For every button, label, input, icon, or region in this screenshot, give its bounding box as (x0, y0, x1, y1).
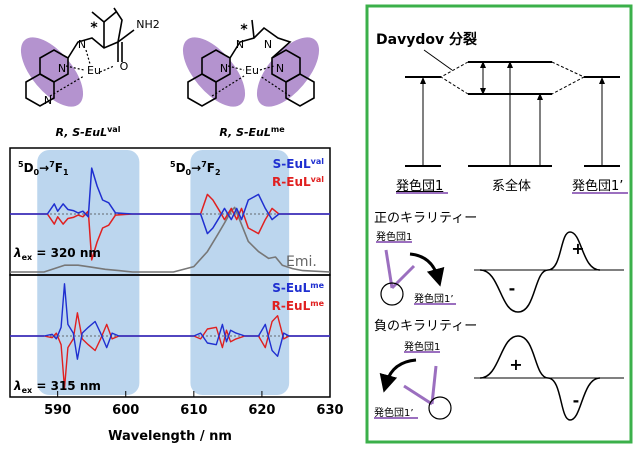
spectrum-chart: 590 600 610 620 630 5D0→7F1 5D0→7F2 S-EuLval… (9, 147, 344, 444)
title-pointer (423, 49, 453, 71)
chiral-mark-1: * (90, 20, 98, 36)
legend-s-val: S-EuLval (273, 157, 325, 171)
label-chromophore1p: 発色団1’ (572, 178, 623, 194)
backbone-2 (229, 26, 292, 59)
negative-sign-top: + (509, 355, 522, 374)
legend-s-me: S-EuLme (272, 281, 324, 295)
atom-o-1: O (120, 60, 129, 73)
highlight-band-1 (37, 150, 140, 395)
series-s-euLme (10, 283, 330, 360)
pyridine-ring-2d (285, 73, 315, 107)
ligand-highlight-right-2 (256, 37, 320, 107)
positive-chromophore1p (390, 264, 416, 290)
legend-r-val: R-EuLval (272, 175, 324, 189)
chiral-mark-2: * (240, 22, 248, 38)
molecule-label-1: R, S-EuLval (56, 125, 121, 139)
positive-title: 正のキラリティー (374, 211, 477, 226)
coord-1d (49, 75, 85, 97)
positive-sign-top: + (571, 239, 584, 258)
positive-rotation-arrow (409, 252, 445, 287)
positive-cotton-curve (479, 231, 601, 313)
x-tick-label: 630 (316, 403, 343, 418)
label-chromophore1: 発色団1 (396, 178, 443, 194)
x-axis-ticks: 590 600 610 620 630 (44, 391, 344, 418)
atom-eu-1: Eu (87, 64, 101, 77)
highlight-band-2 (190, 150, 290, 395)
split-dash-right (551, 61, 586, 95)
x-tick-label: 620 (248, 403, 275, 418)
series-r-euLval (10, 193, 330, 261)
ligand-highlight-left-1 (20, 37, 84, 107)
atom-n-1a: N (78, 38, 86, 51)
coord-1a (65, 65, 85, 71)
pyridine-ring-1b (25, 73, 55, 107)
negative-circle (428, 396, 452, 420)
excitation-top: λex = 320 nm (13, 246, 101, 262)
negative-sign-bottom: - (573, 391, 580, 410)
excitation-bottom: λex = 315 nm (13, 379, 101, 395)
positive-sign-bottom: - (509, 279, 516, 298)
coord-1b (85, 49, 91, 65)
transition-label-1: 5D0→7F1 (18, 160, 69, 177)
x-tick-label: 590 (44, 403, 71, 418)
atom-n-2a: N (236, 38, 244, 51)
negative-cotton-curve (479, 335, 601, 421)
negative-chromophore1p (403, 384, 433, 406)
positive-chromophore1 (384, 249, 394, 289)
x-tick-label: 610 (180, 403, 207, 418)
negative-title: 負のキラリティー (374, 319, 477, 334)
atom-n-2b: N (264, 38, 272, 51)
pyridine-ring-2b (187, 73, 217, 107)
positive-c1: 発色団1 (376, 230, 412, 243)
davydov-title: Davydov 分裂 (376, 31, 477, 48)
split-dash-left (440, 61, 469, 95)
atom-n-2c: N (220, 62, 228, 75)
coord-1c (99, 65, 115, 73)
coord-2b (259, 65, 275, 71)
negative-c1p: 発色団1’ (374, 406, 414, 419)
negative-c1: 発色団1 (404, 340, 440, 353)
atom-eu-2: Eu (245, 64, 259, 77)
molecule-label-2: R, S-EuLme (219, 125, 285, 139)
legend-r-me: R-EuLme (272, 299, 325, 313)
label-system: 系全体 (492, 178, 531, 194)
methyl-2 (251, 19, 255, 39)
series-s-euLval (10, 167, 330, 235)
group-nh2-1: NH2 (136, 18, 160, 31)
atom-n-1b: N (58, 62, 66, 75)
positive-circle (380, 282, 404, 306)
davydov-panel: Davydov 分裂 発色団1 系全体 発色団1’ 正のキラリティー 発色団1 … (365, 4, 633, 444)
coord-2a (227, 65, 245, 71)
negative-rotation-arrow (379, 358, 417, 393)
transition-label-2: 5D0→7F2 (170, 160, 221, 177)
molecule-eulme: N N N N Eu * R, S-EuLme (182, 19, 320, 139)
amide-bond-1 (117, 29, 135, 43)
series-emission (10, 206, 331, 273)
x-axis-label: Wavelength / nm (108, 429, 232, 444)
negative-chromophore1 (430, 365, 438, 405)
emission-label: Emi. (286, 254, 317, 270)
atom-n-1c: N (44, 94, 52, 107)
isopropyl-branch-1 (103, 11, 117, 23)
x-tick-label: 600 (112, 403, 139, 418)
atom-n-2d: N (276, 62, 284, 75)
spectrum-series (10, 167, 331, 389)
ligand-highlight-left-2 (182, 37, 246, 107)
positive-c1p: 発色団1’ (414, 292, 454, 305)
molecule-eulval: N N N Eu O NH2 * R, S-EuLval (20, 7, 160, 139)
davydov-frame (365, 4, 633, 444)
